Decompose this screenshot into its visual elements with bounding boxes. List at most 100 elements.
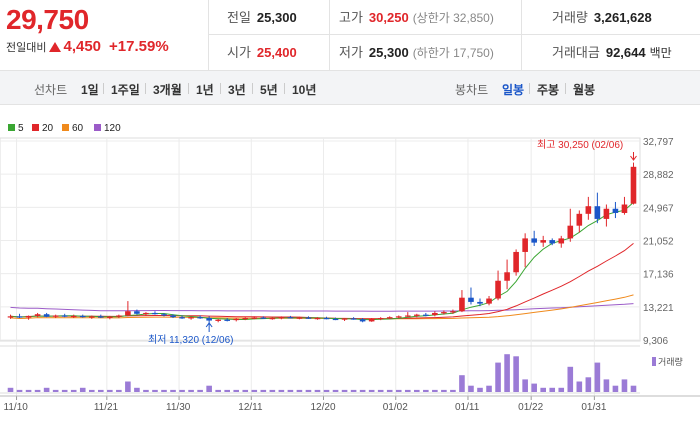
amount-row: 거래대금 92,644 백만	[522, 35, 700, 70]
candle-body	[350, 318, 357, 320]
legend-swatch	[62, 124, 69, 131]
change-rate: +17.59%	[109, 38, 169, 55]
volume-bar	[7, 387, 14, 392]
volume-bar	[152, 389, 158, 392]
volume-bar	[125, 381, 131, 392]
period-3y[interactable]: 3년	[228, 83, 246, 97]
quote-col-high-low: 고가 30,250 (상한가 32,850) 저가 25,300 (하한가 17,750…	[330, 0, 522, 71]
candle-body	[287, 317, 294, 319]
candle-body	[423, 314, 429, 316]
volume-bar	[314, 389, 321, 392]
candle-body	[305, 317, 312, 319]
volume-bar	[603, 379, 610, 392]
change-row: 전일대비 4,450 +17.59%	[6, 38, 169, 55]
volume-bar	[576, 381, 583, 392]
volume-bar	[43, 387, 50, 392]
upper-limit: (상한가 32,850)	[412, 11, 494, 25]
candle-body	[594, 206, 601, 219]
x-tick-label: 12/11	[238, 402, 263, 413]
legend-swatch	[8, 124, 15, 131]
candle-body	[179, 317, 185, 319]
change-value: 4,450	[63, 38, 102, 55]
volume-bar	[98, 389, 104, 392]
volume-bar	[585, 377, 592, 392]
candle-body	[468, 297, 474, 302]
candle-weekly[interactable]: 주봉	[537, 83, 560, 97]
candle-body	[224, 319, 230, 321]
divider	[529, 83, 530, 94]
candle-body	[567, 225, 574, 239]
candle-body	[242, 318, 249, 320]
period-3m[interactable]: 3개월	[153, 83, 182, 97]
high-value: 30,250	[368, 10, 409, 25]
candle-body	[459, 297, 465, 312]
x-tick-label: 11/21	[94, 402, 119, 413]
prev-close-value: 25,300	[256, 10, 297, 25]
volume-bar	[549, 387, 556, 392]
price-box: 29,750 전일대비 4,450 +17.59%	[0, 0, 209, 71]
amount-unit: 백만	[649, 46, 672, 60]
candle-body	[269, 318, 276, 320]
volume-bar	[179, 389, 185, 392]
candle-body	[7, 316, 14, 318]
prev-close-label: 전일	[227, 10, 251, 25]
x-tick-label: 01/22	[518, 402, 543, 413]
max-annotation: 최고 30,250 (02/06)	[537, 139, 623, 151]
candle-body	[43, 314, 50, 317]
volume-bar	[242, 389, 249, 392]
period-1d[interactable]: 1일	[81, 83, 99, 97]
legend-ma60: 60	[62, 123, 83, 134]
quote-col-prev-open: 전일 25,300 시가 25,400	[209, 0, 330, 71]
candle-body	[621, 204, 628, 213]
candle-body	[603, 208, 610, 219]
candle-body	[558, 238, 565, 244]
divider	[220, 83, 221, 94]
price-chart[interactable]: 32,797 28,882 24,967 21,052 17,136 13,221 9,30…	[0, 118, 700, 427]
candle-body	[251, 317, 258, 319]
candle-body	[513, 251, 519, 273]
candle-body	[314, 318, 321, 320]
candle-body	[377, 318, 384, 320]
candle-body	[522, 238, 528, 252]
candle-body	[25, 315, 32, 318]
volume-bar	[368, 389, 375, 392]
candle-body	[134, 311, 140, 314]
volume-bar	[323, 389, 330, 392]
volume-bar	[558, 387, 565, 392]
period-10y[interactable]: 10년	[292, 83, 317, 97]
open-value: 25,400	[256, 45, 297, 60]
candle-body	[107, 316, 113, 318]
candle-body	[477, 301, 483, 304]
volume-bar	[450, 389, 456, 392]
volume-bar	[287, 389, 294, 392]
candle-body	[206, 318, 212, 321]
x-tick-label: 01/31	[581, 402, 606, 413]
volume-bar	[134, 387, 140, 392]
x-tick-label: 01/02	[383, 402, 408, 413]
volume-bar	[278, 389, 285, 392]
low-value: 25,300	[368, 45, 409, 60]
volume-row: 거래량 3,261,628	[522, 0, 700, 35]
period-1y[interactable]: 1년	[196, 83, 214, 97]
period-5y[interactable]: 5년	[260, 83, 278, 97]
legend-ma120: 120	[94, 123, 121, 134]
volume-bar	[395, 389, 402, 392]
candle-daily[interactable]: 일봉	[502, 83, 525, 97]
period-1w[interactable]: 1주일	[111, 83, 140, 97]
low-label: 저가	[339, 45, 363, 60]
y-tick-label: 13,221	[643, 303, 674, 314]
quote-col-volume: 거래량 3,261,628 거래대금 92,644 백만	[522, 0, 700, 71]
candle-monthly[interactable]: 월봉	[573, 83, 596, 97]
volume-bar	[70, 389, 77, 392]
volume-bar	[404, 389, 411, 392]
candle-body	[143, 312, 149, 315]
open-label: 시가	[227, 45, 251, 60]
volume-bar	[522, 379, 528, 392]
low-row: 저가 25,300 (하한가 17,750)	[330, 35, 521, 70]
volume-bar	[305, 389, 312, 392]
volume-bar	[34, 389, 41, 392]
volume-bar	[61, 389, 68, 392]
high-label: 고가	[339, 10, 363, 25]
candle-body	[404, 315, 411, 317]
